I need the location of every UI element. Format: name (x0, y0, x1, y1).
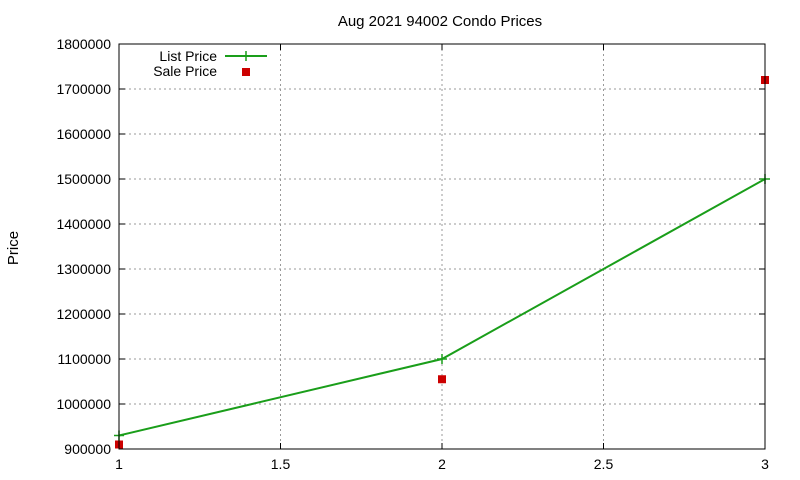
y-tick-label: 1500000 (56, 171, 111, 187)
legend-item-list-price: List Price (159, 48, 267, 64)
grid (119, 44, 765, 449)
legend-marker-list-price (241, 51, 251, 61)
x-tick-label: 2 (438, 456, 446, 472)
series-line-list-price (118, 178, 766, 437)
y-tick-label: 1400000 (56, 216, 111, 232)
x-tick-label: 1.5 (271, 456, 291, 472)
plot-area (114, 76, 770, 449)
legend-label-sale-price: Sale Price (153, 63, 217, 79)
data-point-sale-price (438, 375, 446, 384)
legend-label-list-price: List Price (159, 48, 217, 64)
legend-marker-sale-price (242, 68, 250, 76)
y-tick-label: 1800000 (56, 36, 111, 52)
y-axis-label: Price (5, 231, 22, 265)
y-tick-label: 1100000 (58, 351, 112, 367)
legend: List Price Sale Price (153, 48, 267, 79)
y-tick-label: 1300000 (56, 261, 111, 277)
plot-border (118, 43, 766, 450)
y-tick-label: 1600000 (56, 126, 111, 142)
legend-item-sale-price: Sale Price (153, 63, 250, 79)
data-point-list-price (437, 354, 447, 364)
y-tick-label: 1700000 (56, 81, 111, 97)
x-tick-label: 3 (761, 456, 769, 472)
y-tick-label: 1200000 (56, 306, 111, 322)
y-tick-label: 900000 (64, 441, 111, 457)
chart-title: Aug 2021 94002 Condo Prices (338, 13, 542, 30)
x-tick-label: 1 (115, 456, 123, 472)
y-tick-label: 1000000 (56, 396, 111, 412)
ticks: 900000 1000000 1100000 1200000 1300000 140000… (56, 36, 769, 472)
x-tick-label: 2.5 (594, 456, 614, 472)
